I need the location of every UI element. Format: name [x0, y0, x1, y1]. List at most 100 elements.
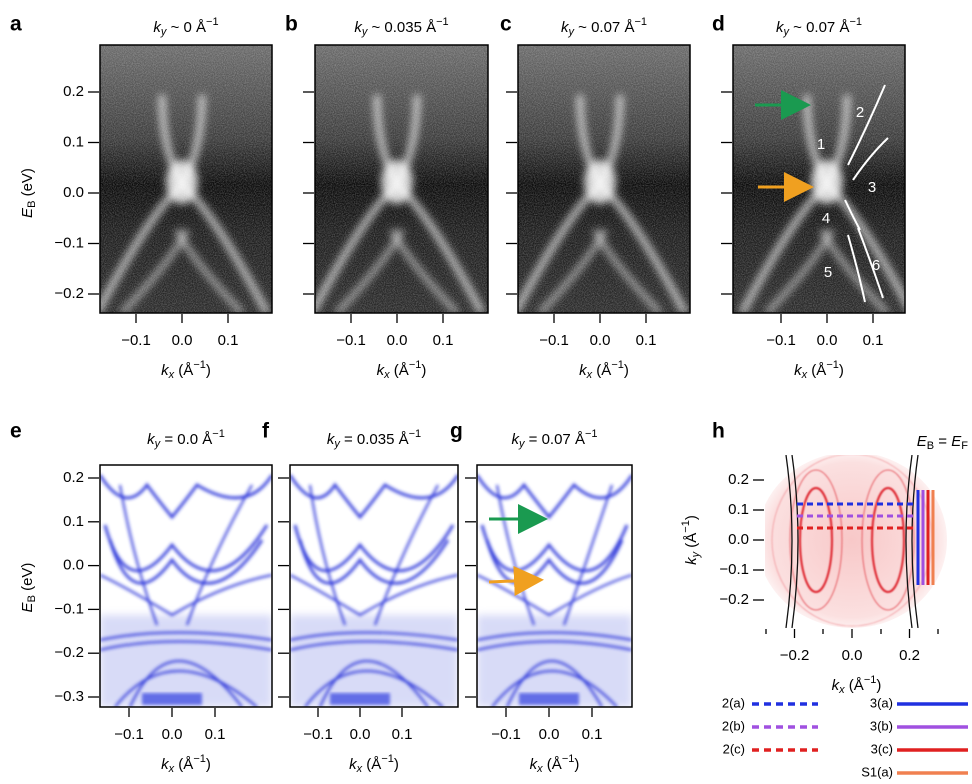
legend-label: 2(a)	[722, 695, 745, 710]
band	[495, 484, 536, 626]
panel-letter: d	[712, 13, 725, 36]
text-part: )	[206, 756, 211, 773]
text-part: k	[161, 362, 170, 379]
band-guide	[844, 199, 861, 231]
text-part: ~ 0.07 Å	[574, 19, 634, 36]
text-part: −1	[611, 359, 624, 371]
y-tick-label: −0.2	[54, 644, 84, 661]
band	[108, 539, 264, 585]
text-part: −1	[409, 428, 422, 440]
panel-title: ky ~ 0 Å−1	[153, 16, 218, 38]
text-part: y	[361, 26, 369, 38]
text-part: (Å	[174, 362, 193, 379]
x-tick-label: 0.1	[433, 332, 454, 349]
text-part: −1	[680, 520, 692, 533]
x-axis-label: kx (Å−1)	[530, 753, 580, 775]
text-part: x	[838, 684, 845, 696]
text-part: x	[356, 763, 363, 775]
band	[485, 539, 624, 585]
text-part: −1	[193, 359, 206, 371]
band	[480, 524, 629, 573]
y-tick-label: 0.0	[63, 184, 84, 201]
x-tick-label: 0.2	[899, 647, 920, 664]
panel-title: ky = 0.035 Å−1	[327, 428, 421, 450]
y-tick-label: 0.1	[728, 501, 749, 518]
text-part: (eV)	[19, 168, 36, 201]
x-axis-label: kx (Å−1)	[349, 753, 399, 775]
text-part: F	[961, 440, 968, 452]
arrow	[488, 565, 544, 596]
y-axis-label: ky (Å−1)	[680, 515, 702, 565]
text-part: = 0.0 Å	[160, 431, 212, 448]
y-axis-label: EB (eV)	[19, 168, 38, 218]
text-part: (Å	[845, 677, 864, 694]
text-part: (Å	[807, 362, 826, 379]
text-part: k	[377, 362, 386, 379]
x-tick-label: 0.0	[387, 332, 408, 349]
panel-letter: b	[285, 13, 298, 36]
text-part: )	[394, 756, 399, 773]
text-part: k	[579, 362, 588, 379]
y-axis-label: EB (eV)	[19, 563, 38, 613]
band	[293, 524, 455, 573]
text-part: −1	[826, 359, 839, 371]
text-part: x	[168, 763, 175, 775]
y-tick-label: −0.3	[54, 688, 84, 705]
x-axis-label: kx (Å−1)	[161, 359, 211, 381]
x-tick-label: 0.1	[582, 726, 603, 743]
panel-image	[100, 465, 272, 707]
x-tick-label: 0.0	[842, 647, 863, 664]
text-part: −1	[381, 753, 394, 765]
text-part: (Å	[174, 756, 193, 773]
band	[100, 573, 272, 617]
panel-title: ky ~ 0.035 Å−1	[354, 16, 448, 38]
text-part: E	[951, 433, 962, 450]
y-tick-label: −0.1	[719, 561, 749, 578]
text-part: = 0.035 Å	[340, 431, 409, 448]
fs-bg	[765, 455, 947, 628]
band	[491, 670, 618, 707]
band	[477, 474, 632, 520]
text-part: )	[624, 362, 629, 379]
band	[128, 659, 243, 707]
text-part: k	[530, 756, 539, 773]
panel-letter: e	[10, 420, 22, 443]
text-part: k	[161, 756, 170, 773]
text-part: y	[333, 438, 341, 450]
panel-letter: h	[712, 420, 725, 443]
bands	[100, 474, 272, 707]
y-tick-label: 0.2	[63, 83, 84, 100]
x-tick-label: 0.0	[590, 332, 611, 349]
panel-title: EB = EF	[917, 433, 968, 452]
text-part: )	[574, 756, 579, 773]
text-part: ~ 0 Å	[166, 19, 206, 36]
band	[103, 524, 269, 573]
text-part: k	[776, 19, 785, 36]
text-part: x	[168, 369, 175, 381]
contour	[870, 486, 906, 594]
text-part: y	[160, 26, 168, 38]
text-part: )	[206, 362, 211, 379]
band-guide	[852, 137, 889, 181]
text-part: k	[327, 431, 336, 448]
bottom-band	[330, 693, 390, 705]
text-part: (Å	[543, 756, 562, 773]
legend-label: 2(c)	[723, 741, 745, 756]
band	[373, 484, 439, 626]
x-tick-label: −0.1	[491, 726, 521, 743]
panel-frame	[517, 44, 691, 314]
x-tick-label: 0.1	[636, 332, 657, 349]
panel-letter: g	[450, 420, 463, 443]
x-axis-label: kx (Å−1)	[579, 359, 629, 381]
text-part: k	[349, 756, 358, 773]
y-tick-label: −0.1	[54, 600, 84, 617]
x-tick-label: 0.0	[539, 726, 560, 743]
x-tick-label: 0.0	[162, 726, 183, 743]
text-part: −1	[849, 16, 862, 28]
text-part: k	[832, 677, 841, 694]
text-part: y	[154, 438, 162, 450]
noise	[100, 45, 272, 313]
y-tick-label: 0.2	[728, 471, 749, 488]
contour	[791, 455, 799, 628]
